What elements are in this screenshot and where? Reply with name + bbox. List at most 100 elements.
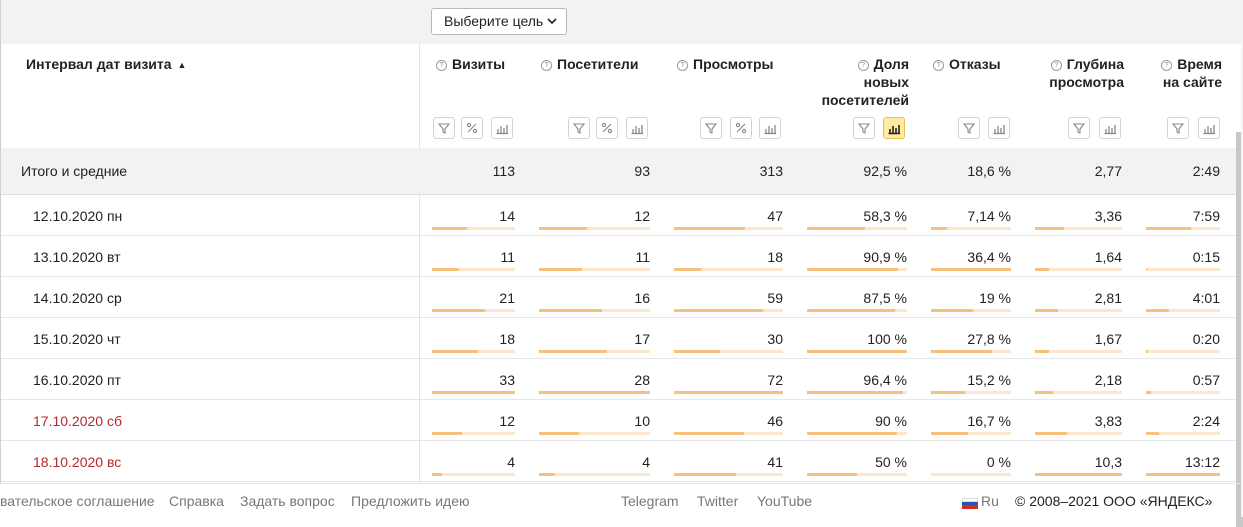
depth-filter-button[interactable] bbox=[1068, 117, 1090, 139]
visits-filter-button[interactable] bbox=[433, 117, 455, 139]
visitors-filter-button[interactable] bbox=[568, 117, 590, 139]
table-row[interactable]: 12.10.2020 пн 14 12 47 58,3 % 7,14 % 3,36 7:59 bbox=[1, 194, 1243, 236]
value-bar-fill bbox=[1146, 350, 1148, 353]
footer-link-suggest[interactable]: Предложить идею bbox=[351, 493, 470, 509]
goal-select-dropdown[interactable]: Выберите цель bbox=[431, 8, 567, 35]
help-icon[interactable]: ? bbox=[1050, 60, 1062, 71]
goal-select-label: Выберите цель bbox=[444, 13, 544, 29]
new_share-chart-button[interactable] bbox=[883, 117, 905, 139]
new_share-filter-button[interactable] bbox=[853, 117, 875, 139]
row-cell-depth: 2,18 bbox=[1094, 372, 1122, 388]
views-filter-button[interactable] bbox=[700, 117, 722, 139]
value-bar-track bbox=[539, 268, 650, 271]
footer-link-twitter[interactable]: Twitter bbox=[697, 493, 739, 509]
time-filter-button[interactable] bbox=[1167, 117, 1189, 139]
column-title-line: посетителей bbox=[821, 92, 909, 108]
value-bar-track bbox=[1146, 227, 1220, 230]
table-row[interactable]: 16.10.2020 пт 33 28 72 96,4 % 15,2 % 2,18 0:57 bbox=[1, 358, 1243, 400]
vertical-scrollbar[interactable] bbox=[1236, 132, 1243, 527]
footer-link-ask[interactable]: Задать вопрос bbox=[240, 493, 335, 509]
table-row[interactable]: 15.10.2020 чт 18 17 30 100 % 27,8 % 1,67 0:20 bbox=[1, 317, 1243, 359]
visitors-chart-button[interactable] bbox=[626, 117, 648, 139]
footer-link-agreement[interactable]: вательское соглашение bbox=[0, 493, 155, 509]
views-chart-button[interactable] bbox=[759, 117, 781, 139]
value-bar-track bbox=[432, 473, 515, 476]
chevron-down-icon bbox=[547, 18, 557, 24]
table-row[interactable]: 14.10.2020 ср 21 16 59 87,5 % 19 % 2,81 4:01 bbox=[1, 276, 1243, 318]
footer-link-telegram[interactable]: Telegram bbox=[621, 493, 679, 509]
visits-chart-button[interactable] bbox=[491, 117, 513, 139]
russia-flag-icon[interactable] bbox=[962, 498, 978, 509]
language-switch[interactable]: Ru bbox=[981, 493, 999, 509]
value-bar-track bbox=[1146, 350, 1220, 353]
row-cell-visits: 18 bbox=[499, 331, 515, 347]
row-cell-time: 2:24 bbox=[1192, 413, 1220, 429]
value-bar-track bbox=[539, 309, 650, 312]
help-icon[interactable]: ? bbox=[677, 60, 688, 71]
column-title-line: Доля bbox=[873, 56, 909, 72]
row-cell-time: 0:15 bbox=[1192, 249, 1220, 265]
value-bar-fill bbox=[674, 473, 736, 476]
sort-asc-icon[interactable]: ▲ bbox=[177, 60, 187, 70]
value-bar-fill bbox=[674, 391, 783, 394]
help-icon[interactable]: ? bbox=[857, 60, 869, 71]
table-row[interactable]: 13.10.2020 вт 11 11 18 90,9 % 36,4 % 1,64 0:15 bbox=[1, 235, 1243, 277]
visitors-percent-button[interactable] bbox=[596, 117, 618, 139]
value-bar-fill bbox=[674, 268, 701, 271]
row-cell-views: 18 bbox=[767, 249, 783, 265]
column-header-depth[interactable]: ? Глубина просмотра bbox=[1049, 55, 1124, 91]
help-icon[interactable]: ? bbox=[1161, 60, 1173, 71]
column-header-visitors[interactable]: ? Посетители bbox=[541, 55, 638, 73]
bounces-filter-button[interactable] bbox=[958, 117, 980, 139]
value-bar-fill bbox=[432, 350, 478, 353]
column-title-line: Время bbox=[1177, 56, 1222, 72]
value-bar-fill bbox=[807, 350, 907, 353]
row-cell-depth: 3,36 bbox=[1094, 208, 1122, 224]
column-header-time[interactable]: ? Время на сайте bbox=[1161, 55, 1222, 91]
column-header-new_share[interactable]: ? Доля новых посетителей bbox=[822, 55, 909, 109]
views-percent-button[interactable] bbox=[730, 117, 752, 139]
help-icon[interactable]: ? bbox=[436, 60, 447, 71]
dimension-header[interactable]: Интервал дат визита ▲ bbox=[26, 56, 186, 72]
column-header-visits[interactable]: ? Визиты bbox=[436, 55, 505, 73]
footer-link-help[interactable]: Справка bbox=[169, 493, 224, 509]
copyright: © 2008–2021 ООО «ЯНДЕКС» bbox=[1015, 493, 1213, 509]
value-bar-fill bbox=[674, 227, 745, 230]
value-bar-track bbox=[1146, 473, 1220, 476]
filter-icon bbox=[1072, 123, 1086, 134]
value-bar-fill bbox=[1035, 473, 1122, 476]
value-bar-fill bbox=[432, 309, 485, 312]
row-date: 14.10.2020 ср bbox=[33, 290, 122, 306]
visits-percent-button[interactable] bbox=[461, 117, 483, 139]
percent-icon bbox=[735, 122, 747, 134]
value-bar-fill bbox=[1035, 391, 1053, 394]
row-date: 18.10.2020 вс bbox=[33, 454, 122, 470]
row-cell-depth: 3,83 bbox=[1094, 413, 1122, 429]
column-header-bounces[interactable]: ? Отказы bbox=[933, 55, 1001, 73]
table-row[interactable]: 17.10.2020 сб 12 10 46 90 % 16,7 % 3,83 2:24 bbox=[1, 399, 1243, 441]
row-cell-time: 13:12 bbox=[1184, 454, 1220, 470]
chart-icon bbox=[631, 125, 643, 135]
value-bar-fill bbox=[1035, 309, 1058, 312]
time-chart-button[interactable] bbox=[1198, 117, 1220, 139]
table-row[interactable]: 18.10.2020 вс 4 4 41 50 % 0 % 10,3 13:12 bbox=[1, 440, 1243, 482]
help-icon[interactable]: ? bbox=[541, 60, 552, 71]
column-title-line: Посетители bbox=[557, 56, 639, 72]
row-cell-visits: 11 bbox=[500, 249, 515, 265]
totals-row: Итого и средние 113 93 313 92,5 % 18,6 % 2,77… bbox=[1, 148, 1243, 195]
column-header-views[interactable]: ? Просмотры bbox=[677, 55, 774, 73]
value-bar-fill bbox=[807, 391, 903, 394]
filter-icon bbox=[857, 123, 871, 134]
depth-chart-button[interactable] bbox=[1099, 117, 1121, 139]
value-bar-track bbox=[807, 227, 907, 230]
page-footer: вательское соглашение Справка Задать воп… bbox=[0, 483, 1243, 518]
value-bar-fill bbox=[539, 227, 587, 230]
help-icon[interactable]: ? bbox=[933, 60, 944, 71]
value-bar-fill bbox=[432, 227, 467, 230]
row-cell-new_share: 87,5 % bbox=[863, 290, 907, 306]
value-bar-track bbox=[807, 268, 907, 271]
footer-link-youtube[interactable]: YouTube bbox=[757, 493, 813, 509]
row-cell-visits: 12 bbox=[499, 413, 515, 429]
bounces-chart-button[interactable] bbox=[988, 117, 1010, 139]
totals-cell-visitors: 93 bbox=[634, 163, 650, 179]
